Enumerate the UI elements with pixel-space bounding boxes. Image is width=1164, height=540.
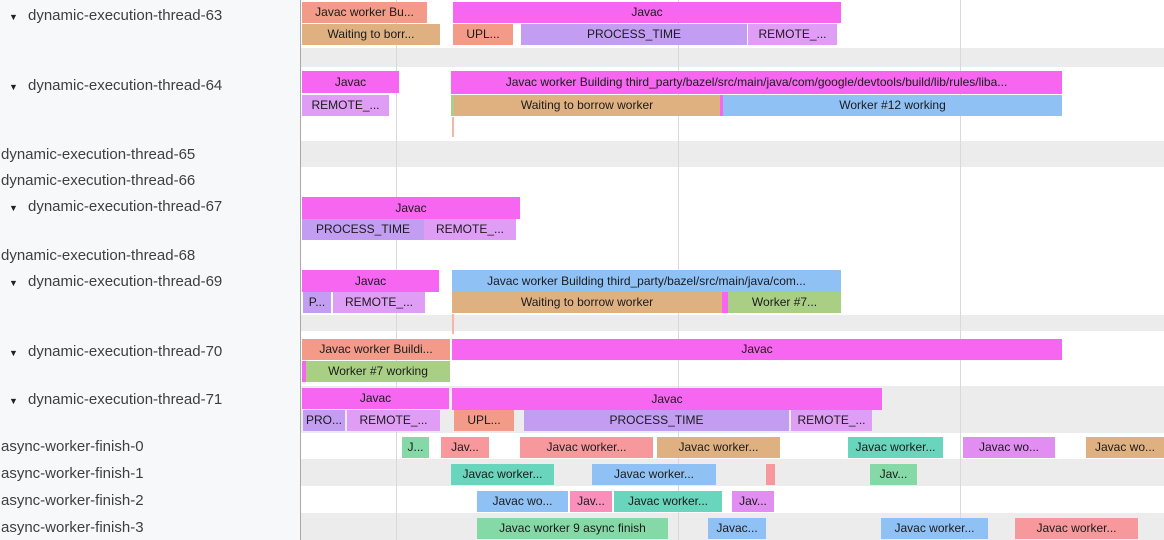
track-row-dynamic-execution-thread-70[interactable]: ▼ dynamic-execution-thread-70	[0, 342, 298, 362]
trace-slice[interactable]: Javac worker...	[848, 437, 943, 458]
trace-slice[interactable]: Waiting to borr...	[302, 24, 440, 45]
trace-slice-sliver[interactable]	[452, 314, 454, 334]
trace-slice[interactable]: PROCESS_TIME	[521, 24, 747, 45]
row-stripe	[300, 141, 1164, 167]
row-stripe	[300, 315, 1164, 331]
track-row-dynamic-execution-thread-67[interactable]: ▼ dynamic-execution-thread-67	[0, 197, 298, 217]
trace-slice[interactable]: REMOTE_...	[424, 219, 516, 240]
track-row-async-worker-finish-3[interactable]: async-worker-finish-3	[0, 518, 298, 538]
trace-slice[interactable]: Jav...	[870, 464, 917, 485]
track-label: dynamic-execution-thread-64	[28, 77, 223, 94]
trace-slice[interactable]: Javac	[453, 2, 841, 23]
trace-slice[interactable]: Javac	[302, 270, 439, 292]
track-label: dynamic-execution-thread-63	[28, 7, 223, 24]
track-label: async-worker-finish-2	[1, 492, 144, 509]
trace-slice[interactable]: Javac wo...	[1086, 437, 1164, 458]
trace-slice[interactable]: Jav...	[441, 437, 489, 458]
trace-slice[interactable]: P...	[303, 292, 331, 313]
trace-slice[interactable]: Javac worker Building third_party/bazel/…	[452, 270, 841, 292]
trace-slice[interactable]: Javac worker 9 async finish	[477, 518, 668, 539]
trace-slice-sliver[interactable]	[451, 95, 454, 116]
trace-slice-sliver[interactable]	[720, 95, 723, 116]
track-row-dynamic-execution-thread-69[interactable]: ▼ dynamic-execution-thread-69	[0, 272, 298, 292]
track-label: dynamic-execution-thread-67	[28, 198, 223, 215]
trace-slice[interactable]: Javac worker Bu...	[302, 2, 427, 23]
collapse-arrow-icon[interactable]: ▼	[9, 396, 18, 406]
trace-slice[interactable]: Javac worker Building third_party/bazel/…	[451, 71, 1062, 94]
trace-slice[interactable]: Jav...	[570, 491, 612, 512]
row-stripe	[300, 48, 1164, 67]
trace-slice[interactable]: Javac	[452, 388, 882, 410]
trace-slice[interactable]: Worker #12 working	[723, 95, 1062, 116]
trace-slice[interactable]: Worker #7...	[728, 292, 841, 313]
trace-slice[interactable]: Javac worker...	[1015, 518, 1138, 539]
trace-slice-sliver[interactable]	[302, 361, 306, 382]
track-label: dynamic-execution-thread-68	[1, 247, 196, 264]
track-label: async-worker-finish-3	[1, 519, 144, 536]
trace-slice[interactable]: Javac...	[708, 518, 766, 539]
track-row-dynamic-execution-thread-68[interactable]: dynamic-execution-thread-68	[0, 246, 298, 266]
track-row-async-worker-finish-0[interactable]: async-worker-finish-0	[0, 437, 298, 457]
track-row-dynamic-execution-thread-64[interactable]: ▼ dynamic-execution-thread-64	[0, 76, 298, 96]
track-label: dynamic-execution-thread-71	[28, 391, 223, 408]
trace-slice[interactable]: REMOTE_...	[347, 410, 440, 431]
trace-slice[interactable]: Javac worker...	[451, 464, 554, 485]
track-row-dynamic-execution-thread-63[interactable]: ▼ dynamic-execution-thread-63	[0, 6, 298, 26]
track-label: dynamic-execution-thread-69	[28, 273, 223, 290]
trace-slice[interactable]: REMOTE_...	[302, 95, 389, 116]
trace-slice[interactable]: Waiting to borrow worker	[452, 292, 722, 313]
trace-slice[interactable]: Javac worker...	[592, 464, 716, 485]
collapse-arrow-icon[interactable]: ▼	[9, 348, 18, 358]
trace-slice[interactable]: Javac	[302, 71, 399, 93]
row-stripe	[300, 459, 1164, 486]
trace-slice[interactable]: Javac worker Buildi...	[302, 339, 450, 360]
time-gridline	[960, 0, 961, 540]
trace-slice-sliver[interactable]	[452, 117, 454, 137]
collapse-arrow-icon[interactable]: ▼	[9, 12, 18, 22]
collapse-arrow-icon[interactable]: ▼	[9, 82, 18, 92]
track-label: dynamic-execution-thread-65	[1, 146, 196, 163]
timeline: Javac worker Bu... Javac Waiting to borr..…	[300, 0, 1164, 540]
track-name-sidebar: ▼ dynamic-execution-thread-63 ▼ dynamic-exe…	[0, 0, 301, 540]
track-row-async-worker-finish-1[interactable]: async-worker-finish-1	[0, 464, 298, 484]
trace-slice[interactable]: Waiting to borrow worker	[454, 95, 720, 116]
trace-slice[interactable]: UPL...	[453, 24, 513, 45]
trace-slice-sliver[interactable]	[722, 292, 728, 313]
trace-slice[interactable]: PROCESS_TIME	[524, 410, 789, 431]
collapse-arrow-icon[interactable]: ▼	[9, 278, 18, 288]
trace-slice-sliver[interactable]	[766, 464, 775, 485]
trace-slice[interactable]: PROCESS_TIME	[302, 219, 424, 240]
track-row-dynamic-execution-thread-65[interactable]: dynamic-execution-thread-65	[0, 145, 298, 165]
track-label: dynamic-execution-thread-70	[28, 343, 223, 360]
trace-slice[interactable]: Javac	[302, 388, 449, 409]
trace-slice[interactable]: UPL...	[454, 410, 514, 431]
trace-slice[interactable]: Javac	[302, 197, 520, 219]
trace-slice[interactable]: Javac worker...	[520, 437, 653, 458]
trace-slice[interactable]: Javac	[452, 339, 1062, 360]
track-label: async-worker-finish-0	[1, 438, 144, 455]
trace-slice[interactable]: Javac worker...	[881, 518, 988, 539]
track-label: dynamic-execution-thread-66	[1, 172, 196, 189]
track-label: async-worker-finish-1	[1, 465, 144, 482]
trace-slice[interactable]: REMOTE_...	[748, 24, 837, 45]
trace-slice[interactable]: Javac worker...	[614, 491, 722, 512]
track-row-dynamic-execution-thread-66[interactable]: dynamic-execution-thread-66	[0, 171, 298, 191]
track-row-async-worker-finish-2[interactable]: async-worker-finish-2	[0, 491, 298, 511]
trace-slice[interactable]: Javac wo...	[477, 491, 568, 512]
trace-slice[interactable]: REMOTE_...	[791, 410, 872, 431]
trace-slice[interactable]: Javac wo...	[963, 437, 1055, 458]
trace-slice[interactable]: Worker #7 working	[306, 361, 450, 382]
trace-slice[interactable]: Javac worker...	[657, 437, 780, 458]
trace-slice[interactable]: J...	[402, 437, 429, 458]
trace-slice[interactable]: Jav...	[732, 491, 774, 512]
collapse-arrow-icon[interactable]: ▼	[9, 203, 18, 213]
trace-slice[interactable]: REMOTE_...	[333, 292, 425, 313]
track-row-dynamic-execution-thread-71[interactable]: ▼ dynamic-execution-thread-71	[0, 390, 298, 410]
trace-slice[interactable]: PRO...	[303, 410, 345, 431]
